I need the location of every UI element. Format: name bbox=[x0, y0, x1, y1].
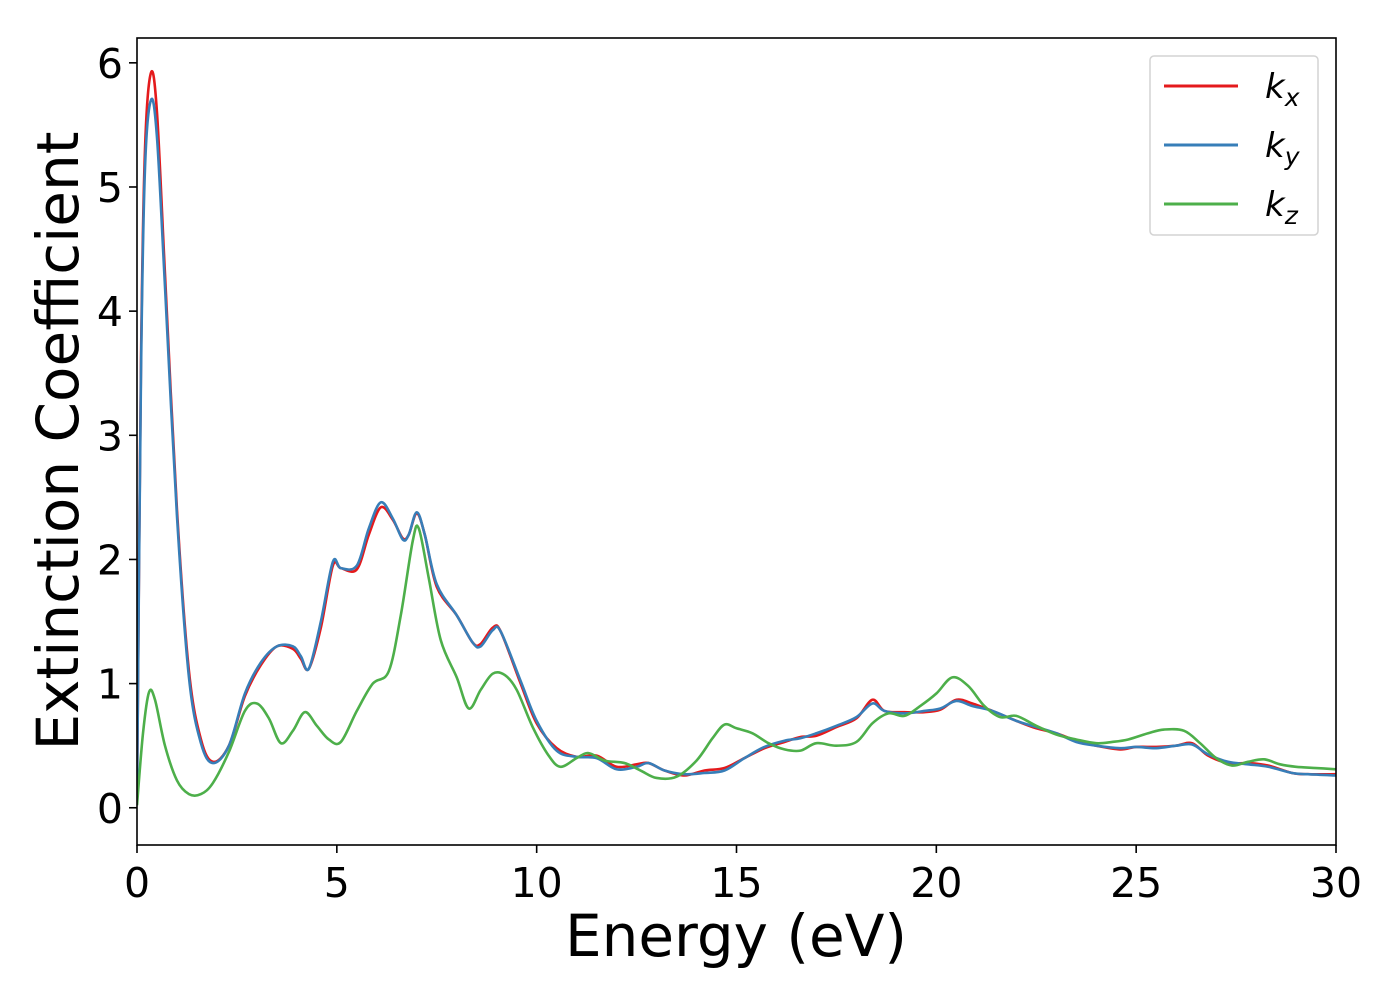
x-tick-label: 20 bbox=[910, 859, 962, 907]
y-axis-label: Extinction Coefficient bbox=[24, 132, 92, 751]
y-axis: 0 1 2 3 4 5 6 bbox=[97, 40, 137, 833]
series-layer bbox=[137, 70, 1336, 806]
x-tick-label: 5 bbox=[324, 859, 350, 907]
x-tick-label: 25 bbox=[1110, 859, 1162, 907]
x-tick-label: 15 bbox=[710, 859, 762, 907]
y-tick-label: 4 bbox=[97, 288, 123, 336]
y-tick-label: 0 bbox=[97, 785, 123, 833]
y-tick-label: 3 bbox=[97, 412, 123, 460]
x-tick-label: 0 bbox=[124, 859, 150, 907]
y-tick-label: 6 bbox=[97, 40, 123, 88]
x-tick-label: 30 bbox=[1310, 859, 1362, 907]
x-tick-label: 10 bbox=[511, 859, 563, 907]
y-tick-label: 5 bbox=[97, 164, 123, 212]
series-line-kz bbox=[137, 524, 1336, 806]
y-tick-label: 1 bbox=[97, 661, 123, 709]
x-axis: 0 5 10 15 20 25 30 bbox=[124, 845, 1362, 907]
x-axis-label: Energy (eV) bbox=[565, 902, 907, 970]
plot-area bbox=[137, 70, 1336, 806]
y-tick-label: 2 bbox=[97, 536, 123, 584]
